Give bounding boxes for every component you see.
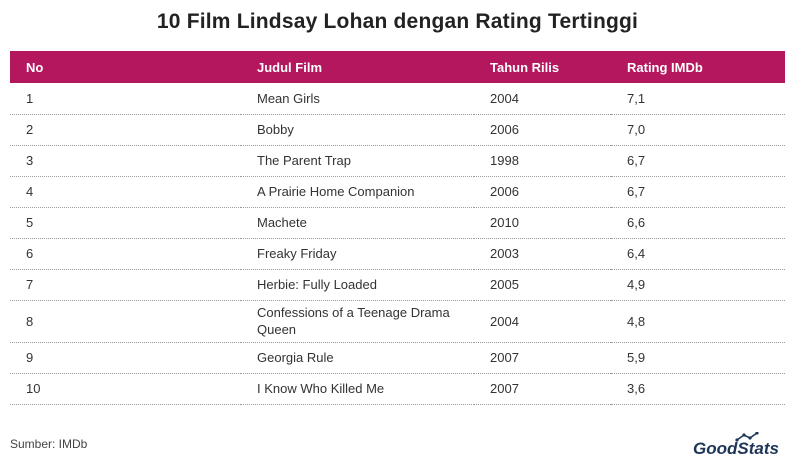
cell-year: 2003 <box>474 238 611 270</box>
cell-rating: 6,7 <box>611 176 785 208</box>
cell-rating: 6,6 <box>611 207 785 239</box>
cell-rating: 5,9 <box>611 342 785 374</box>
cell-rating: 6,4 <box>611 238 785 270</box>
cell-no: 10 <box>10 373 241 405</box>
cell-rating: 7,1 <box>611 83 785 115</box>
goodstats-logo: GoodStats <box>693 432 779 458</box>
cell-title: Herbie: Fully Loaded <box>241 269 474 301</box>
table-body: 1 Mean Girls 2004 7,1 2 Bobby 2006 7,0 3 The Pare… <box>10 83 785 405</box>
cell-no: 9 <box>10 342 241 374</box>
cell-rating: 4,9 <box>611 269 785 301</box>
cell-title: Georgia Rule <box>241 342 474 374</box>
cell-year: 2010 <box>474 207 611 239</box>
cell-no: 3 <box>10 145 241 177</box>
cell-title: The Parent Trap <box>241 145 474 177</box>
table-row: 7 Herbie: Fully Loaded 2005 4,9 <box>10 269 785 301</box>
cell-year: 2006 <box>474 176 611 208</box>
chart-title: 10 Film Lindsay Lohan dengan Rating Tert… <box>156 10 639 33</box>
table-row: 3 The Parent Trap 1998 6,7 <box>10 145 785 177</box>
cell-title: Confessions of a Teenage Drama Queen <box>241 300 474 343</box>
table-row: 1 Mean Girls 2004 7,1 <box>10 83 785 115</box>
cell-no: 7 <box>10 269 241 301</box>
source-note: Sumber: IMDb <box>10 437 88 451</box>
cell-year: 1998 <box>474 145 611 177</box>
cell-year: 2006 <box>474 114 611 146</box>
cell-title: Mean Girls <box>241 83 474 115</box>
header-no: No <box>26 59 44 75</box>
header-title: Judul Film <box>257 59 322 75</box>
table-row: 5 Machete 2010 6,6 <box>10 207 785 239</box>
cell-title: A Prairie Home Companion <box>241 176 474 208</box>
cell-year: 2007 <box>474 342 611 374</box>
table-row: 10 I Know Who Killed Me 2007 3,6 <box>10 373 785 405</box>
cell-rating: 6,7 <box>611 145 785 177</box>
cell-no: 2 <box>10 114 241 146</box>
cell-title: Freaky Friday <box>241 238 474 270</box>
cell-no: 4 <box>10 176 241 208</box>
header-year: Tahun Rilis <box>490 59 560 75</box>
cell-no: 8 <box>10 300 241 343</box>
table-row: 6 Freaky Friday 2003 6,4 <box>10 238 785 270</box>
cell-rating: 7,0 <box>611 114 785 146</box>
svg-text:GoodStats: GoodStats <box>693 439 779 458</box>
header-row: No Judul Film Tahun Rilis Rating IMDb <box>10 51 785 83</box>
table-row: 2 Bobby 2006 7,0 <box>10 114 785 146</box>
cell-title: I Know Who Killed Me <box>241 373 474 405</box>
table-header: No Judul Film Tahun Rilis Rating IMDb <box>10 51 785 83</box>
cell-year: 2004 <box>474 83 611 115</box>
table-row: 8 Confessions of a Teenage Drama Queen 200… <box>10 300 785 343</box>
cell-title: Machete <box>241 207 474 239</box>
table-row: 9 Georgia Rule 2007 5,9 <box>10 342 785 374</box>
cell-rating: 4,8 <box>611 300 785 343</box>
cell-rating: 3,6 <box>611 373 785 405</box>
cell-year: 2004 <box>474 300 611 343</box>
cell-no: 5 <box>10 207 241 239</box>
cell-title: Bobby <box>241 114 474 146</box>
cell-year: 2005 <box>474 269 611 301</box>
header-rating: Rating IMDb <box>627 59 703 75</box>
cell-year: 2007 <box>474 373 611 405</box>
cell-no: 1 <box>10 83 241 115</box>
cell-no: 6 <box>10 238 241 270</box>
